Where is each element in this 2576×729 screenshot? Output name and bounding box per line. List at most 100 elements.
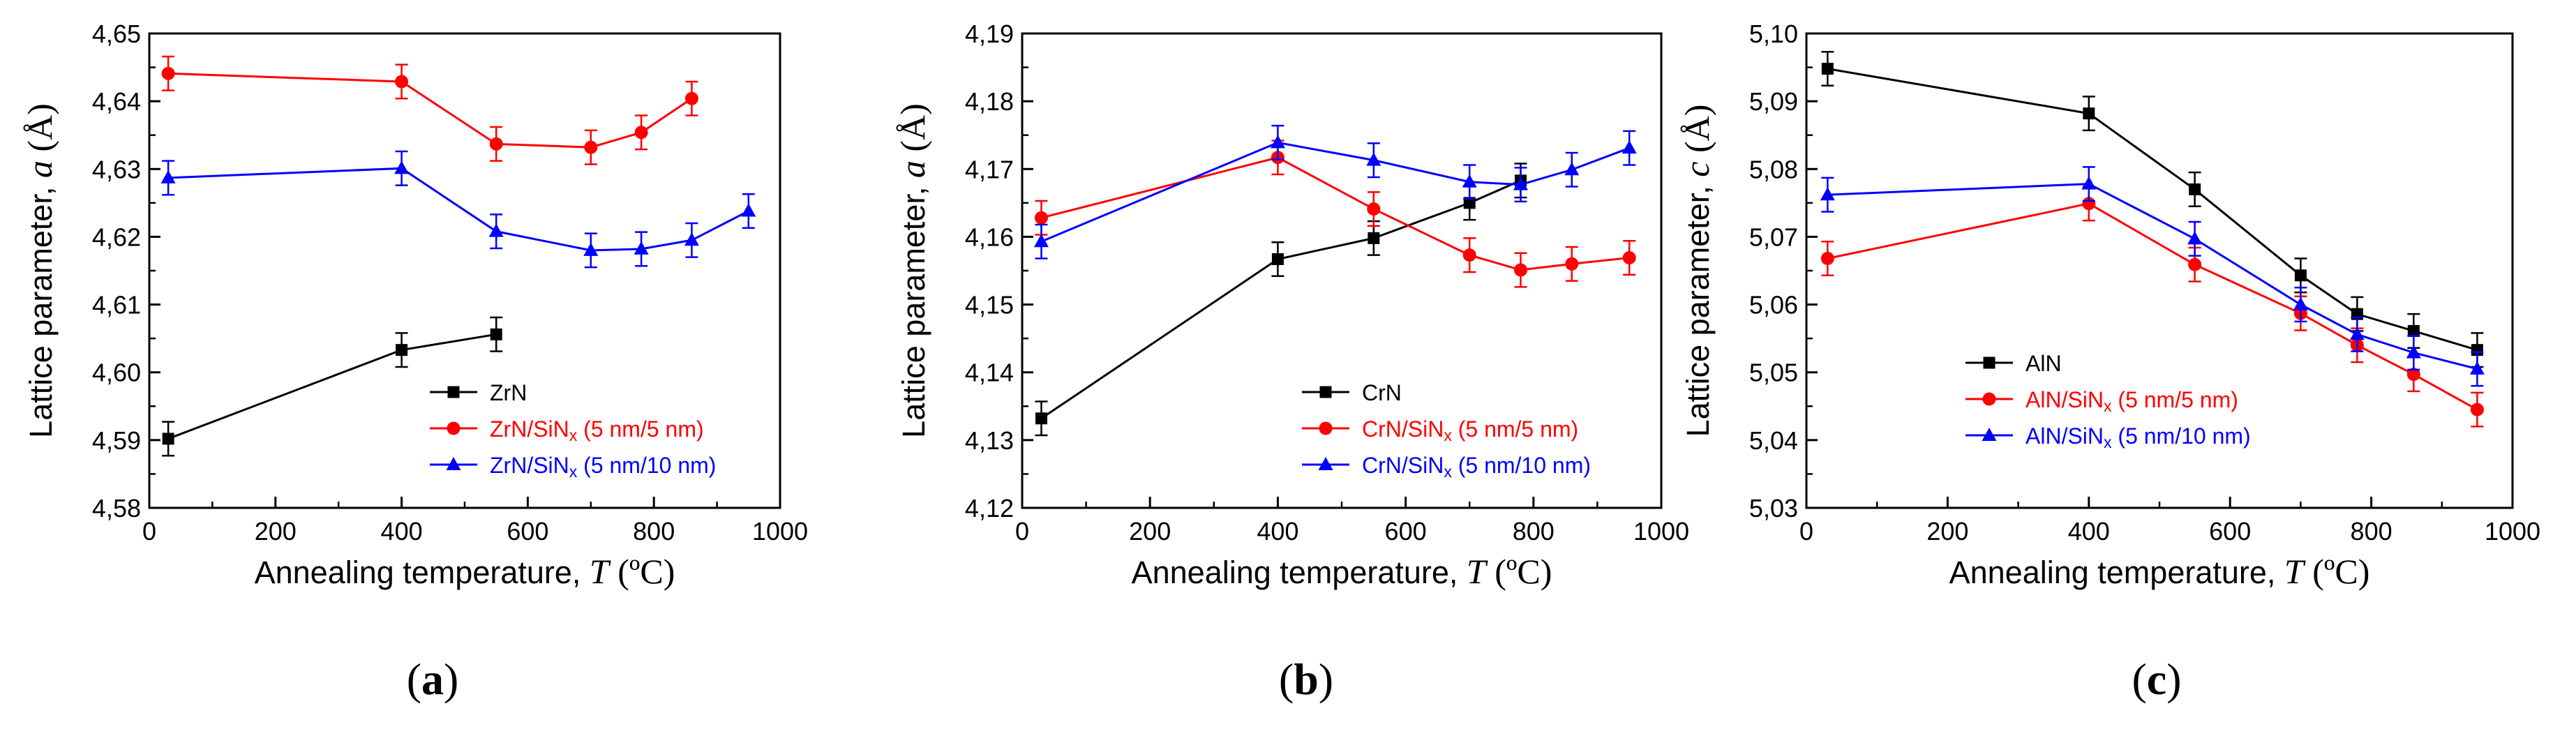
chart-panel-a: 0 200 400 600 800 1000 4,58 4,59 4,60 4,61 4,62 4,6… bbox=[20, 20, 808, 704]
data-point-marker bbox=[1820, 252, 1834, 266]
x-tick-label: 1000 bbox=[752, 517, 808, 546]
data-point-marker bbox=[447, 421, 460, 435]
x-axis-title: Annealing temperature, T (ºC) bbox=[1132, 552, 1552, 591]
y-tick-label: 4,63 bbox=[92, 155, 141, 183]
series-1 bbox=[1035, 163, 1527, 437]
y-tick-label: 4,58 bbox=[92, 494, 141, 523]
data-point-marker bbox=[1462, 248, 1476, 262]
x-tick-label: 0 bbox=[142, 517, 156, 546]
y-tick-label: 5,10 bbox=[1749, 20, 1798, 48]
data-point-marker bbox=[1462, 174, 1477, 188]
series-3 bbox=[160, 150, 756, 269]
chart-panel-c: 0 200 400 600 800 1000 5,03 5,04 5,05 5,06 5,07 5,0… bbox=[1677, 20, 2540, 704]
data-point-marker bbox=[1622, 251, 1636, 265]
y-tick-label: 4,60 bbox=[92, 359, 141, 387]
data-point-marker bbox=[1319, 386, 1332, 398]
y-tick-label: 5,08 bbox=[1749, 155, 1798, 183]
data-point-marker bbox=[394, 160, 410, 174]
series-line bbox=[168, 72, 693, 149]
legend-label: CrN/SiNx (5 nm/10 nm) bbox=[1362, 453, 1591, 481]
y-tick-label: 5,06 bbox=[1749, 291, 1798, 320]
x-tick-label: 1000 bbox=[1633, 517, 1689, 546]
data-point-marker bbox=[1270, 135, 1285, 149]
data-point-marker bbox=[2469, 361, 2485, 375]
data-point-marker bbox=[1367, 202, 1381, 216]
series-line bbox=[1040, 141, 1630, 243]
y-tick-label: 4,61 bbox=[92, 291, 141, 320]
y-tick-label: 4,65 bbox=[92, 20, 141, 48]
y-tick-label: 4,64 bbox=[92, 87, 141, 116]
series-line bbox=[168, 167, 749, 252]
y-tick-label: 4,14 bbox=[965, 359, 1014, 387]
data-point-marker bbox=[1820, 187, 1835, 201]
data-point-marker bbox=[1513, 176, 1528, 190]
data-point-marker bbox=[490, 328, 502, 340]
data-point-marker bbox=[1366, 152, 1381, 166]
data-point-marker bbox=[1463, 197, 1476, 209]
series-line bbox=[167, 333, 497, 440]
legend: CrN CrN/SiNx (5 nm/5 nm) CrN/SiNx (5 nm/10… bbox=[1302, 380, 1591, 481]
legend-label: AlN/SiNx (5 nm/5 nm) bbox=[2025, 387, 2238, 415]
data-point-marker bbox=[634, 126, 648, 140]
x-tick-label: 600 bbox=[507, 517, 548, 546]
data-point-marker bbox=[634, 241, 649, 255]
y-axis-title: Lattice parameter, c (Å) bbox=[1677, 105, 1716, 437]
x-tick-label: 400 bbox=[381, 517, 423, 546]
y-tick-label: 4,19 bbox=[965, 20, 1014, 48]
data-point-marker bbox=[1319, 421, 1333, 435]
y-tick-label: 4,59 bbox=[92, 426, 141, 455]
data-point-marker bbox=[741, 203, 756, 217]
data-point-marker bbox=[1821, 63, 1834, 75]
y-tick-label: 5,09 bbox=[1749, 87, 1798, 116]
series-3 bbox=[1820, 166, 2485, 387]
data-point-marker bbox=[1513, 263, 1527, 277]
data-point-marker bbox=[1982, 392, 1996, 406]
data-point-marker bbox=[583, 242, 599, 256]
x-tick-label: 400 bbox=[1257, 517, 1298, 546]
panel-label: (c) bbox=[2132, 654, 2181, 704]
data-point-marker bbox=[1033, 234, 1049, 248]
y-tick-label: 5,05 bbox=[1749, 359, 1798, 387]
data-point-marker bbox=[2294, 269, 2307, 282]
data-point-marker bbox=[2188, 257, 2202, 271]
series-2 bbox=[161, 55, 698, 165]
data-point-marker bbox=[1368, 232, 1380, 244]
x-tick-label: 800 bbox=[2351, 517, 2392, 546]
data-point-marker bbox=[1271, 253, 1284, 265]
data-point-marker bbox=[2083, 107, 2095, 120]
data-point-marker bbox=[2406, 368, 2420, 382]
x-tick-label: 800 bbox=[633, 517, 675, 546]
series-line bbox=[1827, 68, 2478, 352]
legend-label: ZrN bbox=[490, 380, 527, 405]
series-line bbox=[1040, 179, 1522, 420]
y-tick-label: 5,03 bbox=[1749, 494, 1798, 523]
series-line bbox=[1827, 202, 2478, 411]
legend: ZrN ZrN/SiNx (5 nm/5 nm) ZrN/SiNx (5 nm/10… bbox=[430, 380, 716, 481]
x-tick-label: 200 bbox=[1129, 517, 1171, 546]
series-3 bbox=[1033, 124, 1637, 260]
data-point-marker bbox=[2406, 345, 2421, 359]
y-tick-label: 5,07 bbox=[1749, 223, 1798, 251]
y-tick-label: 4,18 bbox=[965, 87, 1014, 116]
data-point-marker bbox=[1318, 457, 1333, 470]
series-1 bbox=[1821, 50, 2484, 368]
x-tick-label: 0 bbox=[1799, 517, 1813, 546]
data-point-marker bbox=[160, 170, 176, 183]
legend: AlN AlN/SiNx (5 nm/5 nm) AlN/SiNx (5 nm/10… bbox=[1965, 351, 2251, 451]
y-tick-label: 4,13 bbox=[965, 426, 1014, 455]
chart-panel-b: 0 200 400 600 800 1000 4,12 4,13 4,14 4,15 4,16 4,1… bbox=[893, 20, 1689, 704]
legend-label: CrN/SiNx (5 nm/5 nm) bbox=[1362, 416, 1578, 444]
x-tick-label: 200 bbox=[1926, 517, 1968, 546]
data-point-marker bbox=[584, 140, 598, 154]
data-point-marker bbox=[684, 91, 698, 105]
panel-label: (a) bbox=[407, 654, 459, 704]
data-point-marker bbox=[2407, 324, 2420, 337]
y-tick-label: 4,15 bbox=[965, 291, 1014, 320]
data-point-marker bbox=[447, 386, 460, 398]
y-tick-label: 4,62 bbox=[92, 223, 141, 251]
x-axis-title: Annealing temperature, T (ºC) bbox=[1949, 552, 2370, 591]
series-line bbox=[1827, 183, 2478, 370]
data-point-marker bbox=[1565, 257, 1579, 271]
panel-label: (b) bbox=[1279, 654, 1333, 704]
